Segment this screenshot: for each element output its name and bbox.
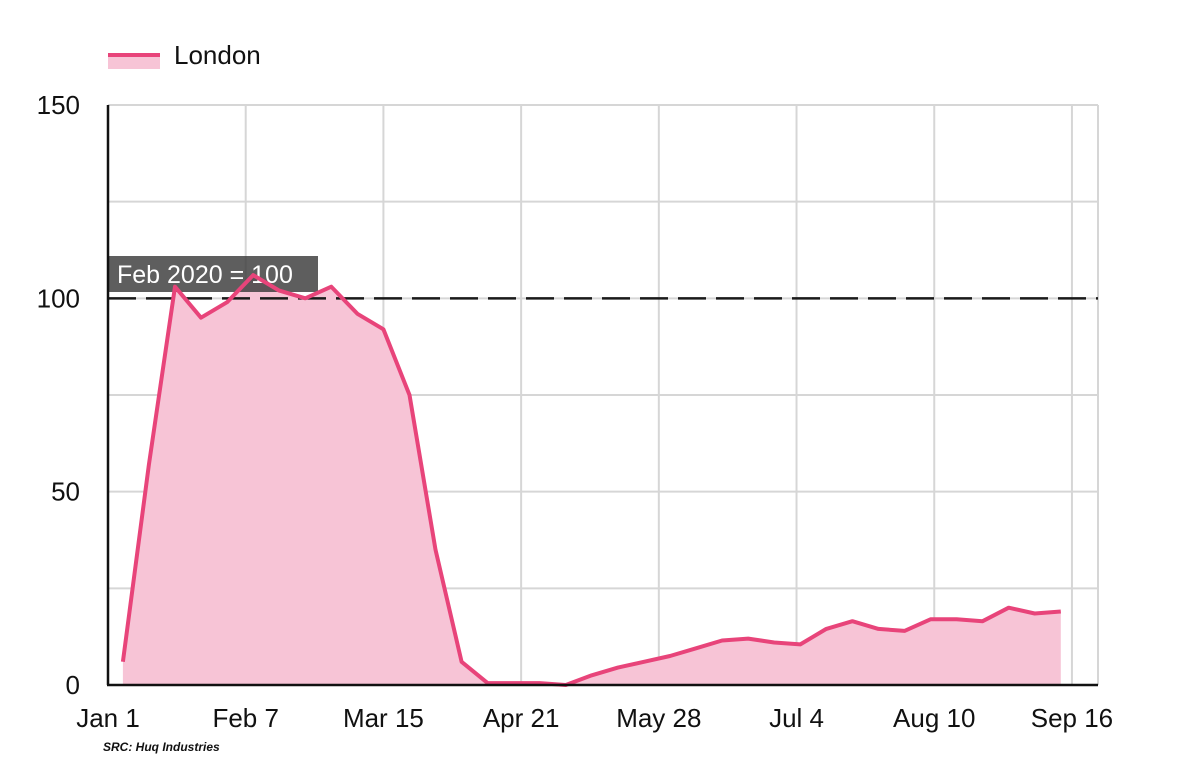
- x-tick-label: Jan 1: [76, 703, 140, 733]
- y-tick-label: 100: [37, 283, 80, 313]
- y-tick-label: 150: [37, 90, 80, 120]
- y-tick-label: 0: [66, 670, 80, 700]
- grid: [108, 104, 1099, 685]
- x-tick-label: Mar 15: [343, 703, 424, 733]
- series-line-london: [120, 273, 1061, 687]
- reference-line-group: Feb 2020 = 100: [108, 256, 1098, 300]
- legend: London: [108, 40, 261, 70]
- x-tick-label: Aug 10: [893, 703, 975, 733]
- legend-label-london: London: [174, 40, 261, 70]
- annotation-label: Feb 2020 = 100: [117, 261, 293, 289]
- source-label: SRC: Huq Industries: [103, 740, 220, 754]
- x-tick-labels: Jan 1 Feb 7 Mar 15 Apr 21 May 28 Jul 4 Aug 10 S…: [76, 703, 1113, 733]
- x-tick-label: Apr 21: [483, 703, 560, 733]
- x-tick-label: Jul 4: [769, 703, 824, 733]
- annotation-box: [108, 256, 318, 292]
- series-area-london: [122, 275, 1061, 685]
- y-tick-label: 50: [51, 477, 80, 507]
- x-tick-label: Feb 7: [212, 703, 279, 733]
- x-tick-label: May 28: [616, 703, 701, 733]
- y-tick-labels: 0 50 100 150: [37, 90, 80, 700]
- x-tick-label: Sep 16: [1031, 703, 1113, 733]
- axes: [106, 105, 1098, 687]
